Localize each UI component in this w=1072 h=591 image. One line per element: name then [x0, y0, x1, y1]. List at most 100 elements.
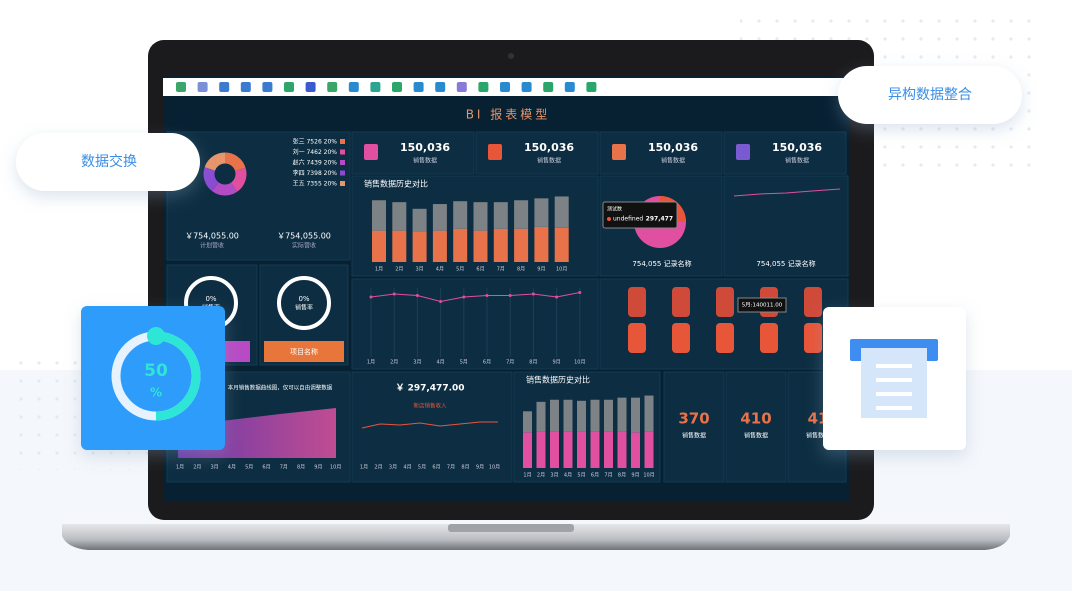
x-tick-label: 10月 [556, 267, 567, 273]
bar-segment [493, 202, 508, 229]
x-tick-label: 8月 [461, 465, 469, 471]
laptop-base [62, 524, 1010, 550]
panel [351, 371, 513, 483]
bar-segment [644, 431, 654, 468]
x-tick-label: 9月 [631, 473, 639, 479]
badge-text: 异构数据整合 [888, 87, 972, 103]
panel [725, 371, 787, 483]
legend-text: 张三 7526 20% [293, 138, 338, 146]
number-label: 销售数据 [682, 432, 706, 440]
card-caption: 754,055 记录名称 [756, 259, 815, 268]
bar-segment [523, 411, 532, 433]
x-tick-label: 5月 [577, 473, 585, 479]
amount-value: ￥754,055.00 [277, 232, 331, 241]
donut-segment [203, 167, 220, 192]
tooltip [602, 201, 678, 229]
tool-icon [521, 82, 532, 92]
panel [663, 371, 725, 483]
button-label: 项目名称 [290, 347, 318, 356]
donut-segment [230, 167, 247, 192]
car-icon [628, 287, 646, 317]
amount-label: 实际营收 [292, 242, 316, 250]
tool-icon [370, 82, 381, 92]
x-tick-label: 8月 [297, 465, 305, 471]
car-icon [716, 323, 734, 353]
bar-segment [473, 202, 488, 231]
legend-swatch [340, 160, 345, 165]
bar-segment [534, 226, 549, 262]
x-tick-label: 10月 [489, 465, 500, 471]
bar-segment [550, 431, 559, 468]
bar-segment [473, 230, 488, 262]
bar-segment [372, 230, 386, 262]
bar-segment [536, 401, 546, 432]
tool-icon [305, 82, 316, 92]
tooltip-text: 5月:140011.00 [742, 302, 783, 309]
kpi-value: 150,036 [524, 141, 574, 154]
x-tick-label: 6月 [432, 465, 440, 471]
x-tick-label: 3月 [550, 473, 558, 479]
bar-segment [453, 228, 468, 262]
chart-note: 本月销售数据曲线图，仅可以自由调整数据 [228, 384, 333, 392]
tool-icon [586, 82, 597, 92]
bar-segment [617, 431, 627, 468]
x-tick-label: 4月 [564, 473, 572, 479]
bar-segment [590, 431, 600, 468]
point [415, 294, 419, 297]
bar-segment [631, 432, 640, 468]
number-label: 销售数据 [744, 432, 768, 440]
bar-segment [554, 196, 569, 228]
tool-icon [435, 82, 446, 92]
x-tick-label: 7月 [506, 360, 514, 366]
tool-icon [500, 82, 510, 92]
point [369, 295, 373, 299]
dashboard-title: BI 报表模型 [466, 107, 551, 122]
x-tick-label: 8月 [618, 473, 626, 479]
x-tick-label: 1月 [375, 267, 383, 273]
legend-swatch [340, 170, 345, 176]
donut-segment [212, 182, 238, 196]
x-tick-label: 3月 [211, 465, 219, 471]
bar-segment [617, 397, 627, 432]
x-tick-label: 5月 [418, 465, 426, 471]
line [370, 292, 580, 303]
tool-icon [262, 82, 273, 92]
bar-segment [523, 432, 532, 468]
x-tick-label: 1月 [176, 465, 184, 471]
bar-segment [604, 431, 613, 468]
kpi-label: 销售数据 [537, 157, 561, 165]
bar-segment [554, 227, 569, 262]
car-icon [716, 287, 734, 317]
x-tick-label: 2月 [395, 267, 403, 273]
laptop-notch [448, 524, 574, 532]
number-value: 370 [678, 410, 709, 428]
legend-swatch [340, 149, 345, 155]
x-tick-label: 7月 [497, 267, 505, 273]
trend-line [733, 188, 841, 197]
bar-segment [432, 204, 447, 231]
x-tick-label: 1月 [523, 473, 531, 479]
kpi-icon [488, 144, 502, 160]
car-icon [804, 323, 822, 353]
x-tick-label: 7月 [604, 473, 612, 479]
bar-segment [644, 395, 654, 432]
gauge-value: 0% [205, 295, 216, 303]
car-icon [628, 323, 646, 353]
tool-icon [219, 82, 230, 92]
x-tick-label: 1月 [360, 465, 368, 471]
kpi-label: 销售数据 [661, 157, 685, 165]
bar-segment [536, 431, 546, 468]
bar-segment [563, 431, 573, 468]
dashboard: 张三 7526 20% 刘一 7462 20% 赵六 7439 20% 李四 7398… [166, 131, 849, 483]
tool-icon [413, 82, 424, 92]
camera [508, 53, 514, 59]
donut-segment [224, 152, 246, 172]
tool-icon [197, 82, 208, 92]
button [264, 341, 344, 362]
x-tick-label: 10月 [574, 360, 585, 366]
number-value: 410 [740, 410, 771, 428]
bar-segment [631, 397, 640, 433]
bar-segment [514, 228, 529, 262]
chart-title: 销售数据历史对比 [526, 375, 590, 385]
kpi-icon [364, 144, 378, 160]
